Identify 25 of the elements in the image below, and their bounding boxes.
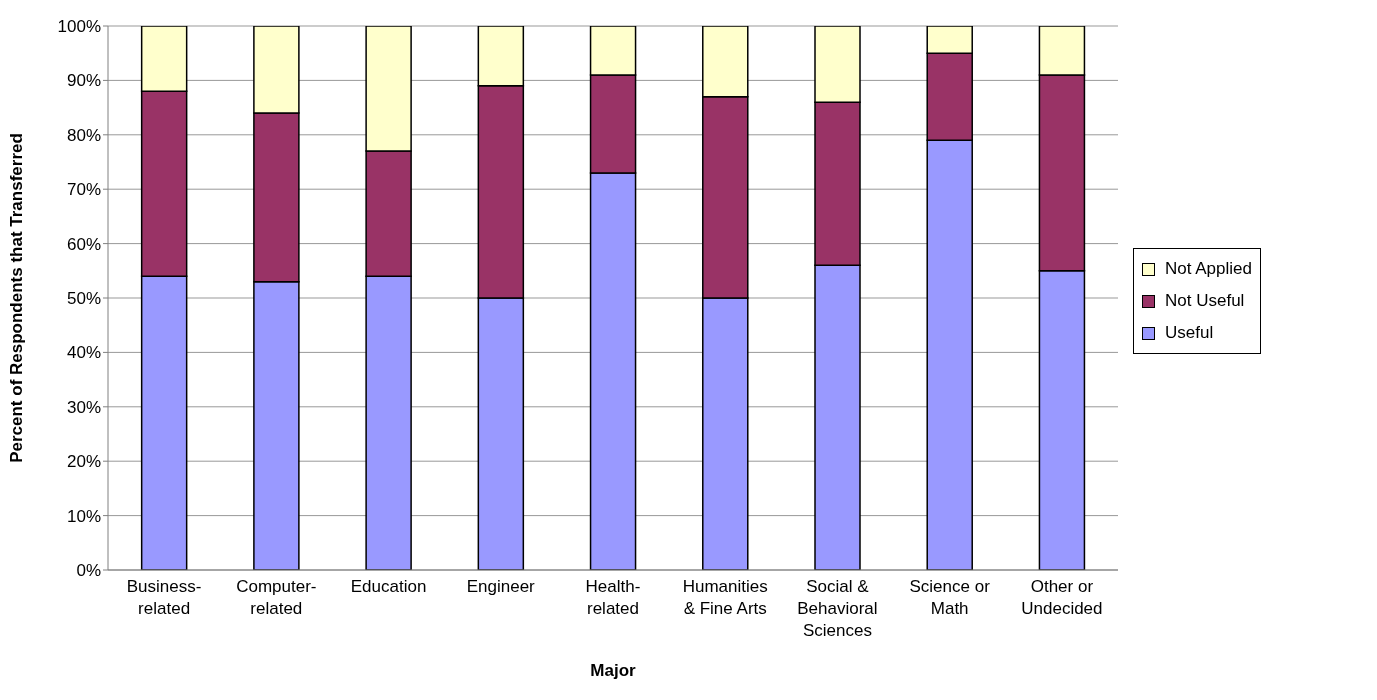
y-tick-label: 40%: [66, 343, 101, 363]
legend-label: Not Useful: [1165, 290, 1245, 312]
x-tick-label: Other or Undecided: [1021, 577, 1103, 618]
y-tick-label: 80%: [66, 125, 101, 145]
y-tick-label: 60%: [66, 234, 101, 254]
y-tick-label: 70%: [66, 180, 101, 200]
y-tick-label: 100%: [57, 17, 101, 37]
y-tick-label: 10%: [66, 506, 101, 526]
x-axis-title: Major: [590, 661, 637, 680]
y-tick-label: 20%: [66, 452, 101, 472]
x-tick-label: Business-related: [126, 577, 202, 618]
x-tick-label: Engineer: [466, 577, 536, 596]
x-tick-label: Humanities & Fine Arts: [682, 577, 768, 618]
x-tick-label: Computer-related: [236, 577, 317, 618]
legend-label: Useful: [1165, 322, 1214, 344]
y-tick-label: 30%: [66, 397, 101, 417]
y-axis-title: Percent of Respondents that Transferred: [7, 133, 27, 463]
y-tick-label: 0%: [76, 561, 101, 581]
y-tick-label: 90%: [66, 71, 101, 91]
x-tick-label: Science or Math: [909, 577, 991, 618]
y-tick-label: 50%: [66, 289, 101, 309]
x-tick-label: Social & Behavioral Sciences: [797, 577, 878, 640]
x-tick-label: Health-related: [585, 577, 641, 618]
legend-label: Not Applied: [1165, 258, 1252, 280]
x-tick-label: Education: [350, 577, 427, 596]
